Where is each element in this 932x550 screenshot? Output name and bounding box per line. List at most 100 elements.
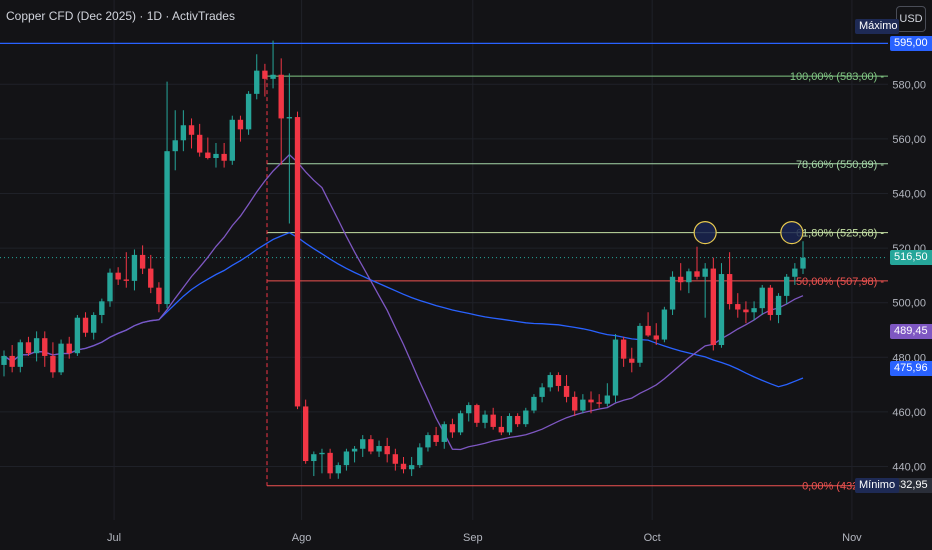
candle-body — [270, 74, 276, 79]
candle-body — [775, 295, 782, 315]
candle-body — [441, 424, 447, 442]
candle-body — [514, 415, 521, 425]
candle-body — [661, 309, 668, 340]
candle-body — [482, 414, 488, 423]
highlight-circle — [693, 220, 717, 245]
maximum-price-tag: 595,00 — [890, 35, 932, 51]
candle-body — [311, 454, 317, 462]
candle-body — [302, 406, 309, 462]
candle-body — [784, 276, 790, 296]
candle-body — [572, 396, 578, 411]
candle-body — [490, 414, 496, 427]
price-tick-label: 500,00 — [892, 298, 926, 310]
candle-body — [588, 399, 594, 403]
candle-body — [221, 153, 227, 161]
candle-body — [531, 396, 537, 411]
candle-body — [686, 271, 692, 283]
candle-body — [637, 325, 643, 363]
candle-body — [229, 119, 235, 161]
candle-body — [123, 279, 129, 281]
candle-body — [792, 268, 798, 277]
candle-body — [1, 355, 7, 365]
candle-body — [335, 465, 341, 474]
candle-body — [547, 375, 553, 388]
highlight-marks — [693, 220, 804, 245]
candle-body — [99, 301, 105, 315]
fib-level-label: 61,80% (525,68) - — [796, 228, 884, 240]
candle-body — [653, 335, 659, 340]
chart-title: Copper CFD (Dec 2025) · 1D · ActivTrades — [6, 9, 235, 23]
candle-body — [498, 426, 505, 433]
candle-body — [245, 93, 252, 130]
candle-body — [669, 276, 676, 310]
candle-body — [205, 152, 211, 159]
candle-body — [237, 119, 244, 130]
candle-body — [262, 70, 268, 79]
moving-averages — [3, 153, 804, 451]
candle-body — [629, 358, 635, 363]
candles — [1, 40, 806, 479]
candle-body — [42, 338, 48, 356]
fib-level-label: 78,60% (550,89) - — [796, 159, 884, 171]
price-tick-label: 580,00 — [892, 79, 926, 91]
candle-body — [25, 342, 32, 354]
candle-body — [9, 355, 15, 367]
candle-body — [539, 387, 545, 397]
candle-body — [115, 272, 121, 280]
candle-body — [563, 385, 570, 397]
candle-body — [172, 140, 178, 152]
minimum-price-tag: 432,95 — [890, 478, 932, 494]
candle-body — [58, 343, 64, 373]
candle-body — [180, 125, 187, 141]
candle-body — [17, 342, 23, 367]
candle-body — [718, 274, 725, 346]
price-tick-label: 460,00 — [892, 407, 926, 419]
candle-body — [74, 317, 81, 354]
candle-body — [384, 446, 390, 455]
candle-body — [188, 125, 195, 135]
candle-body — [213, 153, 219, 159]
price-axis: 440,00460,00480,00500,00520,00540,00560,… — [892, 79, 926, 473]
currency-button[interactable]: USD — [896, 6, 926, 32]
fib-level-label: 100,00% (583,00) - — [790, 71, 885, 83]
candle-body — [156, 287, 162, 305]
maximum-label-tag: Máximo — [855, 18, 899, 34]
current-price-tag: 516,50 — [890, 250, 932, 266]
candle-body — [678, 276, 684, 283]
candle-body — [90, 314, 97, 333]
candle-body — [474, 405, 480, 423]
candle-body — [702, 268, 708, 277]
candle-body — [376, 446, 382, 452]
candle-body — [392, 454, 399, 464]
candle-body — [710, 268, 717, 346]
candle-body — [433, 435, 439, 442]
candle-body — [400, 463, 407, 470]
candle-body — [645, 325, 651, 336]
time-tick-label: Oct — [644, 532, 661, 544]
moving-average-fast-tag: 489,45 — [890, 324, 932, 339]
candle-body — [743, 309, 749, 313]
candle-body — [33, 338, 40, 354]
candle-body — [612, 339, 619, 396]
minimum-label-tag: Mínimo — [855, 478, 899, 494]
candle-body — [694, 271, 700, 277]
fib-level-label: 50,00% (507,98) - — [796, 276, 884, 288]
moving-average-slow-tag: 475,96 — [890, 360, 932, 376]
chart-grid — [0, 0, 888, 520]
time-tick-label: Ago — [292, 532, 312, 544]
candle-body — [286, 117, 293, 119]
candle-body — [82, 317, 89, 333]
candle-body — [604, 395, 611, 404]
candle-body — [343, 451, 350, 466]
price-tick-label: 540,00 — [892, 189, 926, 201]
candle-body — [457, 413, 464, 433]
candle-body — [164, 151, 170, 305]
price-tick-label: 440,00 — [892, 462, 926, 474]
candle-body — [523, 410, 529, 425]
candle-body — [759, 287, 765, 309]
candle-body — [408, 465, 415, 470]
candle-body — [580, 399, 586, 411]
time-tick-label: Jul — [107, 532, 121, 544]
time-tick-label: Sep — [463, 532, 483, 544]
